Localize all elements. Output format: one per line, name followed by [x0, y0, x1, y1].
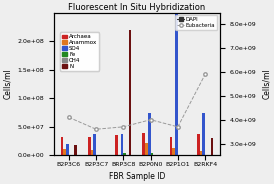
Bar — [148, 113, 151, 155]
Bar — [66, 144, 69, 155]
Y-axis label: Cells/ml: Cells/ml — [3, 69, 12, 99]
DAPI — [122, 178, 125, 180]
Bar — [202, 113, 205, 155]
Bar — [175, 0, 178, 155]
Eubacteria — [203, 73, 207, 76]
Bar — [121, 134, 123, 155]
Legend: Archaea, Anammox, SO4, Fe, CH4, N: Archaea, Anammox, SO4, Fe, CH4, N — [60, 33, 99, 70]
DAPI — [95, 175, 98, 178]
Title: Fluorescent In Situ Hybridization: Fluorescent In Situ Hybridization — [68, 3, 206, 12]
Eubacteria — [122, 126, 125, 128]
DAPI — [149, 178, 152, 180]
Bar — [129, 30, 132, 155]
Bar — [115, 135, 118, 155]
X-axis label: FBR Sample ID: FBR Sample ID — [109, 172, 165, 181]
Eubacteria — [95, 128, 98, 130]
Bar — [93, 134, 96, 155]
Bar — [74, 145, 77, 155]
Bar — [151, 153, 153, 155]
Y-axis label: Cells/ml: Cells/ml — [262, 69, 271, 99]
Eubacteria — [176, 126, 179, 128]
Bar — [145, 143, 148, 155]
Bar — [61, 137, 63, 155]
Bar — [172, 148, 175, 155]
Bar — [200, 151, 202, 155]
Bar — [197, 134, 200, 155]
Bar — [88, 137, 91, 155]
DAPI — [203, 167, 207, 169]
Legend: DAPI, Eubacteria: DAPI, Eubacteria — [175, 15, 217, 30]
Line: Eubacteria: Eubacteria — [67, 73, 207, 131]
DAPI — [176, 174, 179, 176]
Bar — [170, 137, 172, 155]
Bar — [91, 150, 93, 155]
Bar — [142, 132, 145, 155]
Bar — [210, 138, 213, 155]
Eubacteria — [149, 119, 152, 121]
DAPI — [67, 167, 70, 170]
Eubacteria — [67, 116, 70, 118]
Line: DAPI: DAPI — [67, 166, 207, 181]
Bar — [63, 148, 66, 155]
Bar — [123, 153, 126, 155]
